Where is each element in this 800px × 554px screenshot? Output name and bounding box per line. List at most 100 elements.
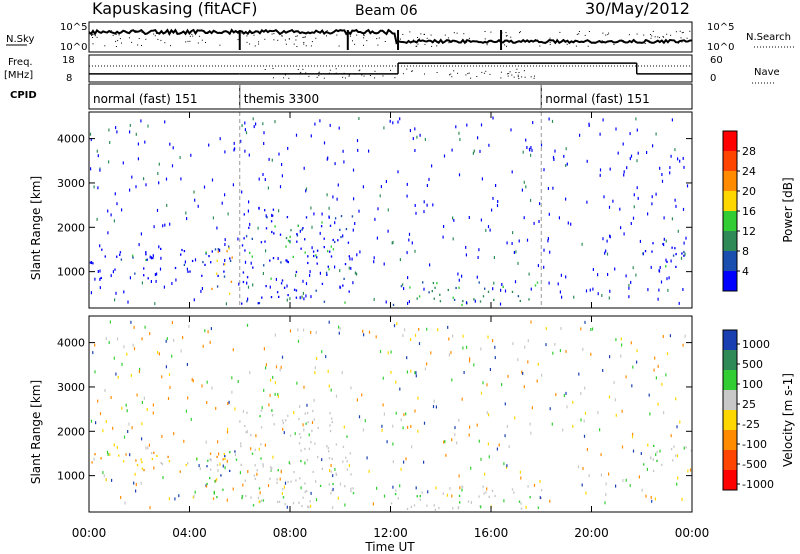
scatter-cell [670,154,672,158]
scatter-cell [478,248,480,252]
nave-dot [390,69,391,71]
nsearch-dot [454,41,456,43]
scatter-cell [615,413,617,417]
data-cell [494,494,496,498]
data-cell [181,248,183,252]
scatter-cell [637,196,639,200]
nsearch-dot [315,37,317,39]
scatter-cell [405,412,407,416]
scatter-cell [247,470,249,473]
scatter-cell [458,173,461,177]
data-cell [656,450,658,454]
nsearch-dot [271,33,273,35]
scatter-cell [390,370,392,374]
scatter-cell [615,338,617,342]
nsearch-dot [197,42,199,44]
scatter-cell [259,491,261,495]
scatter-cell [681,497,683,501]
scatter-cell [657,402,659,406]
scatter-cell [479,149,481,153]
scatter-cell [457,272,459,276]
scatter-cell [414,409,416,413]
scatter-cell [417,396,419,400]
nave-dot [302,68,304,70]
scatter-cell [608,395,611,399]
data-cell [187,462,189,465]
nsearch-dot [356,34,358,36]
data-cell [308,447,311,450]
scatter-cell [481,177,483,181]
scatter-cell [188,324,190,328]
scatter-cell [451,378,453,382]
data-cell [263,264,265,267]
data-cell [345,228,348,231]
scatter-cell [133,325,135,329]
nave-dot [411,70,413,72]
scatter-cell [654,497,656,501]
scatter-cell [303,385,305,389]
data-cell [250,433,252,437]
scatter-cell [592,287,594,291]
scatter-cell [651,195,653,199]
scatter-cell [262,464,264,468]
scatter-cell [122,161,124,165]
nsearch-dot [201,39,203,41]
scatter-cell [400,467,402,471]
data-cell [537,506,540,509]
nsearch-dot [448,42,450,44]
scatter-cell [489,368,491,371]
data-cell [331,417,333,420]
scatter-cell [465,245,467,249]
scatter-cell [547,187,549,190]
scatter-cell [303,297,305,301]
scatter-cell [665,373,667,377]
nave-dot [465,74,467,76]
data-cell [282,422,285,425]
data-cell [300,247,302,250]
scatter-cell [562,428,564,432]
data-cell [302,496,304,499]
scatter-cell [537,362,539,366]
data-cell [185,463,187,467]
scatter-cell [625,478,627,482]
nave-dot [342,76,344,78]
x-tick-label: 12:00 [373,526,408,540]
data-cell [208,255,210,258]
data-cell [271,467,273,470]
data-cell [307,421,309,424]
data-cell [248,226,250,229]
x-tick-label: 20:00 [574,526,609,540]
scatter-cell [600,453,602,457]
nave-dot [369,75,371,76]
nsearch-dot [463,33,465,35]
nsearch-dot [686,37,688,39]
scatter-cell [553,158,555,161]
data-cell [206,465,208,468]
scatter-cell [114,192,116,196]
data-cell [215,272,218,275]
nsearch-dot [587,45,589,47]
scatter-cell [463,371,465,374]
nsearch-dot [94,35,96,37]
data-cell [217,250,220,253]
scatter-cell [383,494,386,498]
nave-dot [359,69,361,71]
freq-tick-high: 18 [62,55,75,66]
nsearch-dot [384,41,386,42]
data-cell [300,460,302,463]
nsky-line [88,28,692,45]
scatter-cell [633,193,635,197]
scatter-cell [655,192,657,196]
data-cell [330,470,332,473]
data-cell [217,248,219,251]
scatter-cell [669,171,671,175]
data-cell [251,255,253,258]
scatter-cell [561,295,563,299]
x-tick-label: 16:00 [474,526,509,540]
data-cell [206,482,208,485]
data-cell [211,250,213,253]
nsearch-dot [601,40,603,42]
nave-dot [507,75,509,77]
scatter-cell [271,158,273,162]
